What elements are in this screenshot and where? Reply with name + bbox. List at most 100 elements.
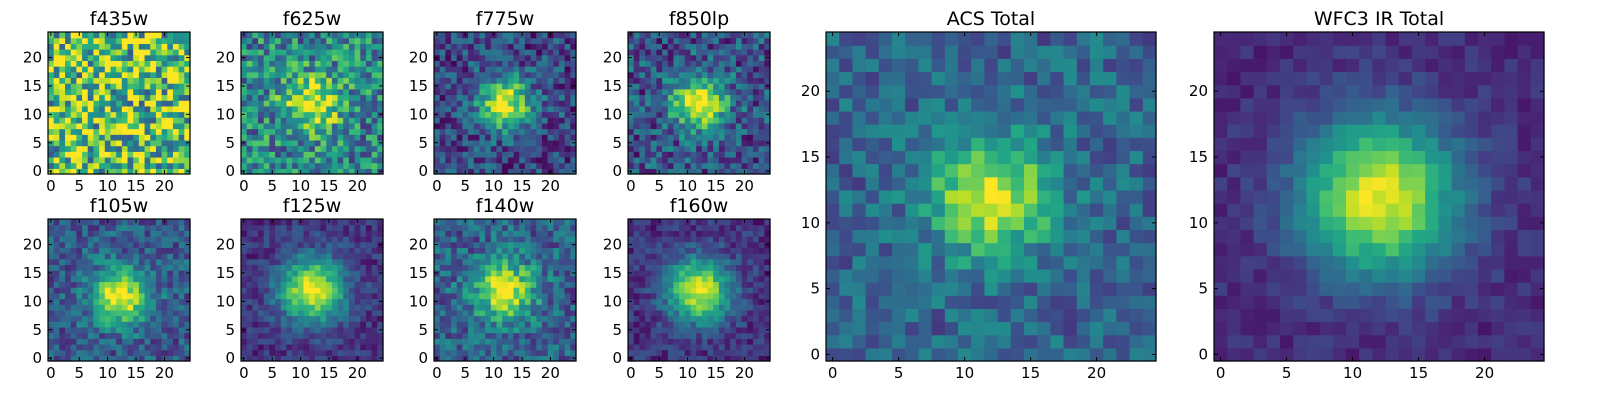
pixel <box>496 151 503 158</box>
pixel <box>87 54 95 61</box>
pixel <box>707 128 714 135</box>
pixel <box>667 88 675 96</box>
pixel <box>536 304 543 311</box>
pixel <box>547 37 554 44</box>
pixel <box>53 134 60 141</box>
pixel <box>326 343 333 351</box>
pixel <box>490 292 498 300</box>
pixel <box>331 49 339 56</box>
pixel <box>150 281 157 288</box>
pixel <box>133 77 140 84</box>
pixel <box>650 338 657 345</box>
pixel <box>252 236 259 243</box>
pixel <box>93 100 100 107</box>
pixel <box>645 117 652 124</box>
pixel <box>513 321 520 328</box>
pixel <box>99 309 106 317</box>
pixel <box>155 71 163 79</box>
pixel <box>263 236 270 243</box>
pixel <box>530 145 537 152</box>
pixel <box>645 332 652 339</box>
pixel <box>439 66 446 73</box>
pixel <box>445 134 452 141</box>
pixel <box>696 66 703 73</box>
pixel <box>184 32 191 39</box>
pixel <box>309 168 316 175</box>
pixel <box>496 292 503 300</box>
pixel <box>138 162 146 169</box>
pixel <box>541 304 549 311</box>
pixel <box>439 236 446 243</box>
pixel <box>439 338 446 345</box>
pixel <box>320 139 327 147</box>
pixel <box>730 117 737 124</box>
pixel <box>144 71 151 79</box>
pixel <box>121 338 129 345</box>
pixel <box>479 111 486 118</box>
pixel <box>536 298 543 305</box>
pixel <box>331 287 339 294</box>
pixel <box>121 111 129 118</box>
pixel <box>252 241 259 248</box>
pixel <box>656 343 663 351</box>
pixel <box>258 326 265 334</box>
pixel <box>462 43 469 50</box>
pixel <box>331 355 339 362</box>
pixel <box>326 156 333 164</box>
pixel <box>468 332 475 339</box>
pixel <box>286 156 293 164</box>
pixel <box>365 139 373 147</box>
pixel <box>82 94 89 101</box>
pixel <box>456 287 463 294</box>
pixel <box>150 122 157 130</box>
pixel <box>53 88 60 96</box>
pixel <box>451 32 458 39</box>
pixel <box>473 292 481 300</box>
pixel <box>331 105 339 113</box>
pixel <box>524 298 532 305</box>
pixel <box>150 287 157 294</box>
pixel <box>280 326 288 334</box>
pixel <box>87 77 95 84</box>
pixel <box>354 253 361 260</box>
pixel <box>536 270 543 277</box>
pixel <box>713 117 720 124</box>
pixel <box>462 247 469 254</box>
pixel <box>241 151 248 158</box>
pixel <box>331 236 339 243</box>
pixel <box>360 139 367 147</box>
pixel <box>297 304 305 311</box>
pixel <box>713 326 720 334</box>
pixel <box>241 343 248 351</box>
pixel <box>258 122 265 130</box>
pixel <box>485 264 492 271</box>
pixel <box>354 128 361 135</box>
pixel <box>570 287 577 294</box>
pixel <box>348 281 356 288</box>
pixel <box>673 139 680 147</box>
pixel <box>747 309 754 317</box>
pixel <box>320 253 327 260</box>
pixel <box>541 162 549 169</box>
pixel <box>121 105 129 113</box>
pixel <box>485 37 492 44</box>
pixel <box>93 54 100 61</box>
pixel <box>451 247 458 254</box>
pixel <box>246 94 253 101</box>
pixel <box>541 151 549 158</box>
pixel <box>468 111 475 118</box>
pixel <box>445 117 452 124</box>
pixel <box>673 355 680 362</box>
pixel <box>110 304 117 311</box>
heatmap-f105w <box>48 219 191 362</box>
pixel <box>138 71 146 79</box>
pixel <box>513 43 520 50</box>
pixel <box>246 117 253 124</box>
pixel <box>138 117 146 124</box>
pixel <box>434 117 441 124</box>
pixel <box>82 343 89 351</box>
pixel <box>558 37 566 44</box>
pixel <box>439 100 446 107</box>
pixel <box>53 54 60 61</box>
pixel <box>679 343 686 351</box>
